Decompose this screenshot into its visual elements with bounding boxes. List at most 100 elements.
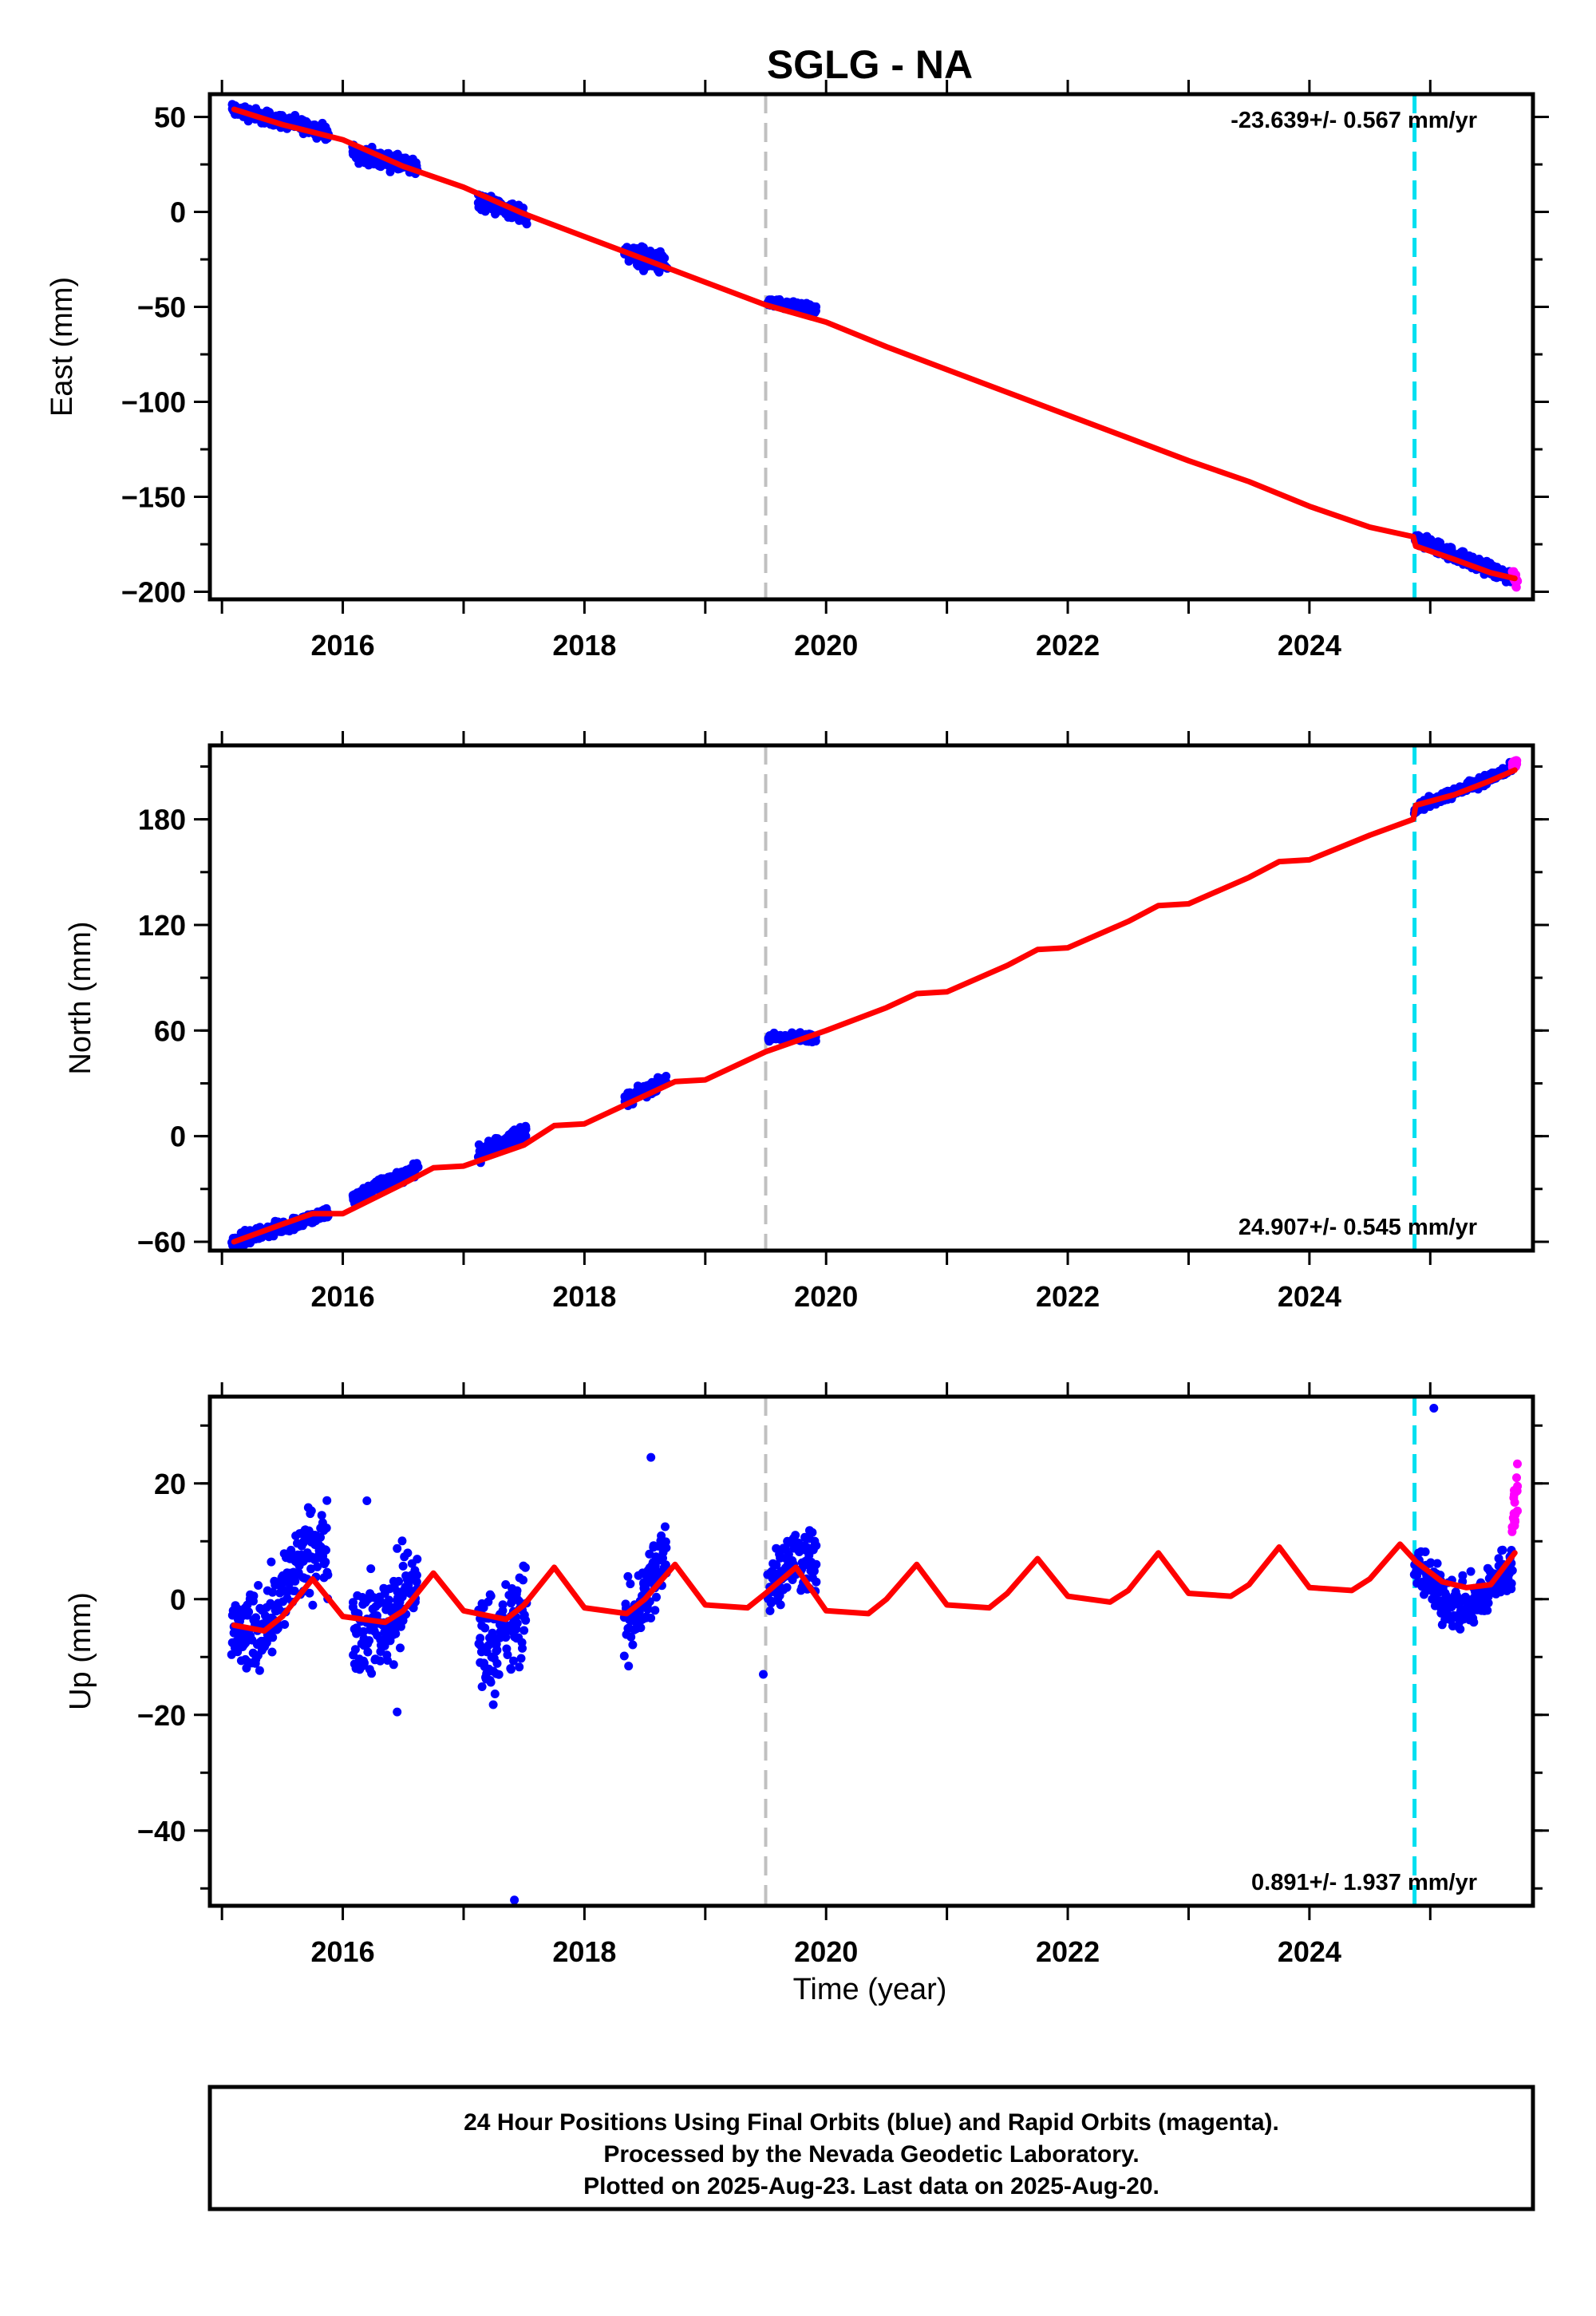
data-point [1458,1571,1468,1580]
north-y-axis: 180 120 60 0 −60 [137,765,1549,1259]
x-tick-label: 2022 [1036,1935,1100,1968]
data-point [323,1570,333,1579]
data-point [394,1576,404,1586]
data-point [516,1654,526,1663]
data-point [244,1607,254,1617]
data-point [393,1543,402,1553]
east-rate-label: -23.639+/- 0.567 mm/yr [1231,108,1477,133]
y-tick-label: −100 [121,386,186,419]
data-point [367,1669,377,1678]
x-tick-label: 2022 [1036,1280,1100,1313]
data-point [661,1522,670,1531]
y-tick-label: 0 [170,196,186,229]
x-tick-label: 2022 [1036,629,1100,662]
data-point [492,1646,502,1655]
data-point [782,1583,792,1592]
data-point [376,1656,385,1666]
data-point [486,1678,496,1687]
model-fit-line [231,767,1518,1245]
y-tick-label: −20 [137,1699,186,1732]
data-point [1483,1599,1493,1608]
x-axis-label: Time (year) [793,1973,947,2006]
x-tick-label: 2024 [1278,1935,1341,1968]
data-point [380,1641,389,1650]
data-point [811,306,820,315]
data-point [366,1564,376,1574]
data-point [652,1592,661,1602]
data-point [384,1595,393,1605]
y-tick-label: −50 [137,291,186,324]
data-point [322,1496,332,1505]
data-point [512,1618,522,1628]
data-point [492,1658,502,1668]
rapid_orbits-points [1507,1459,1523,1536]
data-point [519,1626,529,1635]
data-point [1456,1624,1465,1634]
footer-line-2: Processed by the Nevada Geodetic Laborat… [603,2141,1139,2168]
data-point [520,1563,530,1572]
up-panel: 2016 2018 2020 2022 2024 20 0 −20 −40 Up (mm) 0.89… [64,1382,1549,1968]
data-point [490,1690,500,1698]
data-point [498,1600,508,1610]
north-panel: 2016 2018 2020 2022 2024 180 120 60 0 −60 North (m… [64,731,1549,1313]
data-point [812,1559,821,1569]
footer-frame [207,2085,1535,2211]
data-point [322,1524,331,1533]
x-tick-label: 2024 [1278,1280,1341,1313]
data-point [521,1132,531,1141]
up-y-axis-label: Up (mm) [64,1592,97,1710]
outlier-point [646,1452,656,1462]
data-point [317,1511,326,1520]
data-point [1512,1473,1521,1483]
data-point [268,1633,278,1642]
y-tick-label: 0 [170,1583,186,1616]
data-point [776,1600,785,1610]
y-tick-label: 50 [154,101,186,134]
data-point [808,1528,817,1537]
data-point [661,1560,670,1570]
data-point [488,1628,497,1638]
footer-line-1: 24 Hour Positions Using Final Orbits (bl… [464,2109,1279,2136]
data-point [316,1532,325,1542]
north-frame [207,743,1535,1253]
data-point [1425,1559,1435,1568]
data-point [501,1580,511,1589]
data-point [518,1643,527,1653]
data-point [521,1615,531,1625]
up-x-axis: 2016 2018 2020 2022 2024 [220,1382,1432,1968]
data-point [268,1587,277,1597]
data-point [389,1660,398,1670]
data-point [255,1666,264,1675]
x-tick-label: 2020 [794,1280,858,1313]
y-tick-label: 20 [154,1468,186,1500]
outlier-point [1429,1404,1439,1413]
data-point [479,1603,488,1612]
data-point [1498,1545,1507,1555]
data-point [522,219,531,229]
x-tick-label: 2020 [794,629,858,662]
data-point [1511,583,1521,592]
y-tick-label: 120 [138,909,186,942]
data-point [515,1662,524,1672]
data-point [486,1591,496,1601]
east-y-axis: 50 0 −50 −100 −150 −200 [121,101,1549,608]
y-tick-label: −150 [121,480,186,513]
data-point [254,1581,263,1590]
data-point [1513,1481,1523,1491]
data-point [626,1579,635,1589]
data-point [628,1640,638,1650]
east-plot-content [227,94,1523,599]
data-point [321,1557,330,1567]
outlier-point [759,1670,768,1679]
up-plot-area [210,1397,1533,1906]
data-point [396,1643,405,1653]
data-point [290,1576,300,1586]
data-point [765,1606,775,1615]
data-point [623,1571,633,1581]
x-tick-label: 2018 [552,1280,616,1313]
data-point [413,1162,423,1172]
model-fit-line [231,1541,1518,1634]
data-point [636,1623,646,1633]
data-point [1511,1517,1520,1527]
